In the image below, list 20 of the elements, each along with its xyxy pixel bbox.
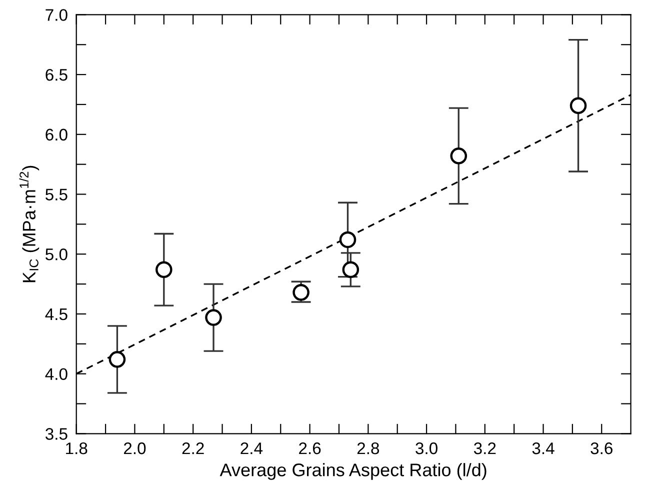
x-tick-label: 2.6 [299,442,321,454]
y-tick-label: 5.5 [46,188,68,200]
x-tick-label: 2.2 [182,442,204,454]
y-tick-label: 6.5 [46,68,68,81]
x-axis-title: Average Grains Aspect Ratio (l/d) [220,463,486,480]
x-tick-label: 2.0 [124,442,146,454]
x-tick-label: 3.0 [416,442,438,454]
x-tick-label: 2.8 [357,442,380,454]
x-tick-label: 3.2 [474,442,496,454]
x-tick-label: 1.8 [66,442,88,454]
y-tick-label: 4.5 [45,308,68,320]
y-axis-title: K$_{IC}$ (MPa·m$^{1/2}$) [19,166,40,282]
y-tick-label: 5.0 [46,248,68,260]
y-tick-label: 6.0 [46,128,68,141]
x-tick-label: 3.4 [532,442,554,454]
y-tick-label: 3.5 [45,428,68,440]
y-tick-label: 4.0 [45,368,68,380]
x-tick-label: 3.6 [590,442,612,454]
y-tick-label: 7.0 [46,9,68,21]
x-tick-label: 2.4 [240,442,263,454]
